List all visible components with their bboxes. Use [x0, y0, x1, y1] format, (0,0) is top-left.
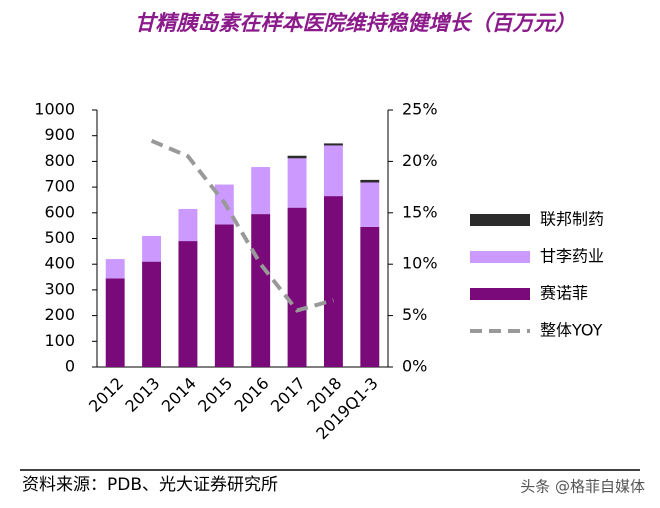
legend-marker	[470, 288, 530, 300]
bar-segment	[323, 196, 343, 367]
x-tick-label: 2014	[158, 374, 200, 416]
bar-segment	[287, 155, 307, 159]
y2-tick-label: 25%	[402, 100, 438, 119]
bar-segment	[142, 261, 162, 367]
watermark: 头条 @格菲自媒体	[520, 478, 645, 496]
bar-segment	[178, 208, 198, 242]
y2-tick-label: 0%	[402, 357, 427, 376]
y2-tick-label: 10%	[402, 254, 438, 273]
legend-marker	[470, 251, 530, 263]
bar-segment	[142, 235, 162, 262]
bar-segment	[323, 143, 343, 146]
legend-label: 甘李药业	[540, 247, 604, 266]
bar-segment	[287, 207, 307, 367]
x-tick-label: 2012	[85, 374, 127, 416]
y-tick-label: 600	[44, 202, 75, 221]
bar-segment	[360, 182, 380, 227]
bar-segment	[214, 224, 234, 367]
bar-segment	[287, 158, 307, 208]
y-tick-label: 300	[44, 279, 75, 298]
bar-segment	[360, 179, 380, 183]
y-tick-label: 0	[65, 357, 75, 376]
bar-segment	[323, 145, 343, 197]
legend-marker	[470, 214, 530, 226]
x-tick-label: 2017	[267, 374, 309, 416]
legend-label: 联邦制药	[540, 210, 604, 229]
chart-title: 甘精胰岛素在样本医院维持稳健增长（百万元）	[135, 11, 576, 35]
bar-segment	[251, 214, 271, 367]
x-tick-label: 2016	[230, 374, 272, 416]
y-tick-label: 200	[44, 305, 75, 324]
y-tick-label: 700	[44, 177, 75, 196]
y2-tick-label: 20%	[402, 151, 438, 170]
y-tick-label: 1000	[34, 100, 75, 119]
y-tick-label: 500	[44, 228, 75, 247]
y-tick-label: 100	[44, 331, 75, 350]
y2-tick-label: 15%	[402, 202, 438, 221]
yoy-line	[150, 138, 334, 313]
bar-segment	[360, 226, 380, 367]
legend-label: 赛诺菲	[540, 284, 588, 303]
y2-tick-label: 5%	[402, 305, 427, 324]
bar-segment	[105, 259, 125, 279]
x-tick-label: 2015	[194, 374, 236, 416]
y-tick-label: 400	[44, 254, 75, 273]
source: 资料来源：PDB、光大证券研究所	[22, 475, 278, 495]
bar-segment	[105, 278, 125, 367]
y-tick-label: 900	[44, 125, 75, 144]
x-tick-label: 2013	[121, 374, 163, 416]
bar-segment	[178, 241, 198, 367]
legend-label: 整体YOY	[540, 321, 603, 340]
bar-segment	[251, 167, 271, 215]
y-tick-label: 800	[44, 151, 75, 170]
